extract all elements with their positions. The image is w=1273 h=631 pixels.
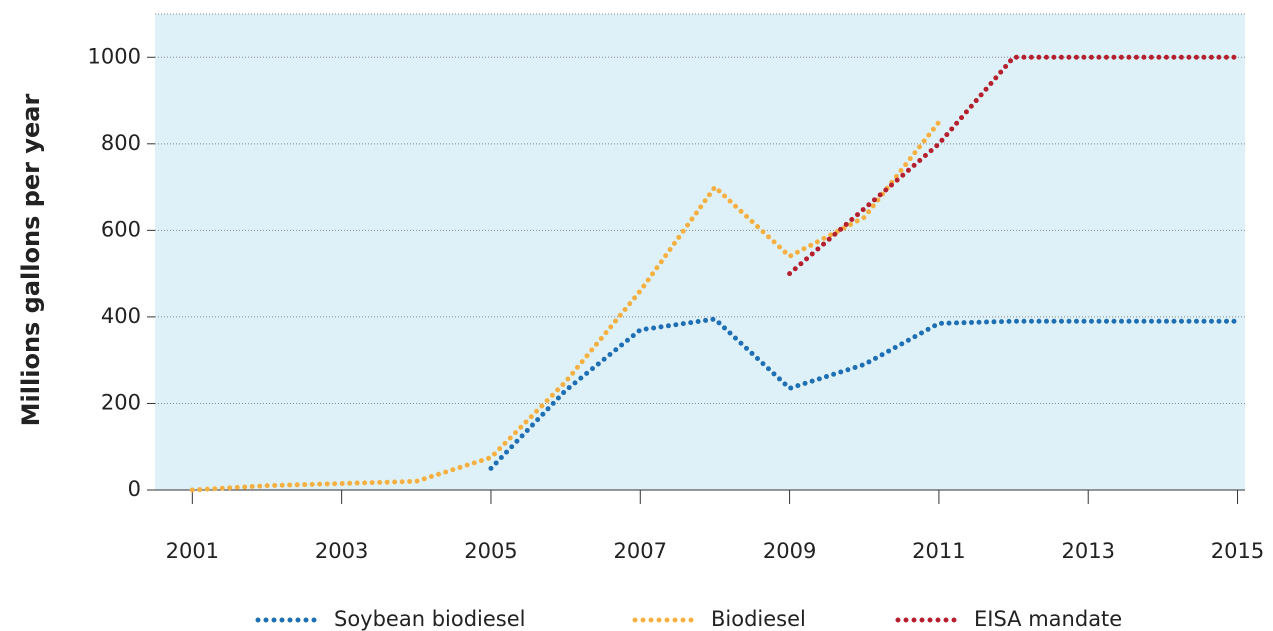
y-tick-label: 600	[101, 217, 141, 241]
x-tick-label: 2003	[315, 539, 368, 563]
x-tick-label: 2015	[1211, 539, 1264, 563]
y-tick-label: 800	[101, 131, 141, 155]
x-tick-label: 2011	[912, 539, 965, 563]
x-tick-label: 2005	[464, 539, 517, 563]
series-line	[488, 316, 1241, 471]
y-tick-label: 1000	[88, 44, 141, 68]
x-tick-label: 2009	[763, 539, 816, 563]
legend-label: Biodiesel	[711, 607, 806, 631]
plot-background	[155, 14, 1245, 490]
y-tick-label: 0	[128, 477, 141, 501]
y-tick-label: 400	[101, 304, 141, 328]
y-tick-label: 200	[101, 390, 141, 414]
legend-label: Soybean biodiesel	[334, 607, 526, 631]
series-line	[787, 54, 1241, 277]
x-tick-label: 2001	[166, 539, 219, 563]
x-tick-label: 2007	[614, 539, 667, 563]
legend-label: EISA mandate	[974, 607, 1122, 631]
y-axis-label: Millions gallons per year	[17, 94, 45, 427]
x-tick-label: 2013	[1061, 539, 1114, 563]
